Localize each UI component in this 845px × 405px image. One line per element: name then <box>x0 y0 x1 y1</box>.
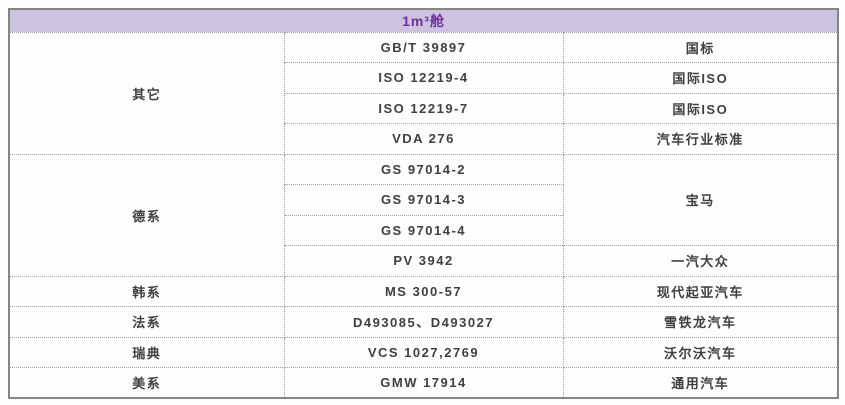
standard-cell: GS 97014-4 <box>283 214 564 246</box>
standard-cell: VCS 1027,2769 <box>283 336 564 368</box>
standard-cell: PV 3942 <box>283 245 564 277</box>
standard-cell: VDA 276 <box>283 123 564 155</box>
table-row: GS 97014-4 <box>9 214 838 246</box>
standard-cell: D493085、D493027 <box>283 306 564 338</box>
standards-table: 1m³舱 其它 GB/T 39897 国标 ISO 12219-4 国际ISO … <box>8 8 840 399</box>
table-row: 其它 GB/T 39897 国标 <box>8 31 839 155</box>
table-row: VDA 276 汽车行业标准 <box>9 123 839 155</box>
header-row: 1m³舱 <box>8 8 839 33</box>
standard-cell: ISO 12219-7 <box>283 92 564 124</box>
org-cell: 汽车行业标准 <box>562 123 839 155</box>
standard-cell: GMW 17914 <box>283 367 564 399</box>
standard-cell: GS 97014-2 <box>283 153 564 185</box>
table-row: 瑞典 VCS 1027,2769 沃尔沃汽车 <box>8 336 839 368</box>
standard-cell: MS 300-57 <box>283 275 564 307</box>
org-cell: 雪铁龙汽车 <box>562 306 839 338</box>
category-cell-ruidian: 瑞典 <box>8 336 285 368</box>
org-cell: 国际ISO <box>562 62 839 94</box>
category-cell-hanxi: 韩系 <box>8 275 285 307</box>
table-row: ISO 12219-7 国际ISO <box>9 92 839 124</box>
table-row: 法系 D493085、D493027 雪铁龙汽车 <box>8 306 839 338</box>
table-row: 韩系 MS 300-57 现代起亚汽车 <box>8 275 839 307</box>
category-cell-meixi: 美系 <box>8 367 285 399</box>
category-cell-qita: 其它 <box>8 31 285 155</box>
org-cell: 一汽大众 <box>562 245 839 277</box>
category-cell-faxi: 法系 <box>8 306 285 338</box>
standard-cell: ISO 12219-4 <box>283 62 564 94</box>
org-cell: 国际ISO <box>562 92 839 124</box>
table-row: 德系 GS 97014-2 宝马 <box>8 153 839 277</box>
table-row: PV 3942 一汽大众 <box>9 245 839 277</box>
table-row: ISO 12219-4 国际ISO <box>9 62 839 94</box>
standard-cell: GS 97014-3 <box>283 184 564 216</box>
org-cell: 沃尔沃汽车 <box>562 336 839 368</box>
table-row: 美系 GMW 17914 通用汽车 <box>8 367 839 399</box>
table-title: 1m³舱 <box>8 8 839 33</box>
org-cell: 国标 <box>562 31 839 63</box>
org-cell: 现代起亚汽车 <box>562 275 839 307</box>
table-row: GS 97014-3 <box>9 184 838 216</box>
standard-cell: GB/T 39897 <box>283 31 564 63</box>
org-cell: 通用汽车 <box>562 367 839 399</box>
org-cell-baoma: 宝马 <box>562 153 839 246</box>
category-cell-dexi: 德系 <box>8 153 285 277</box>
